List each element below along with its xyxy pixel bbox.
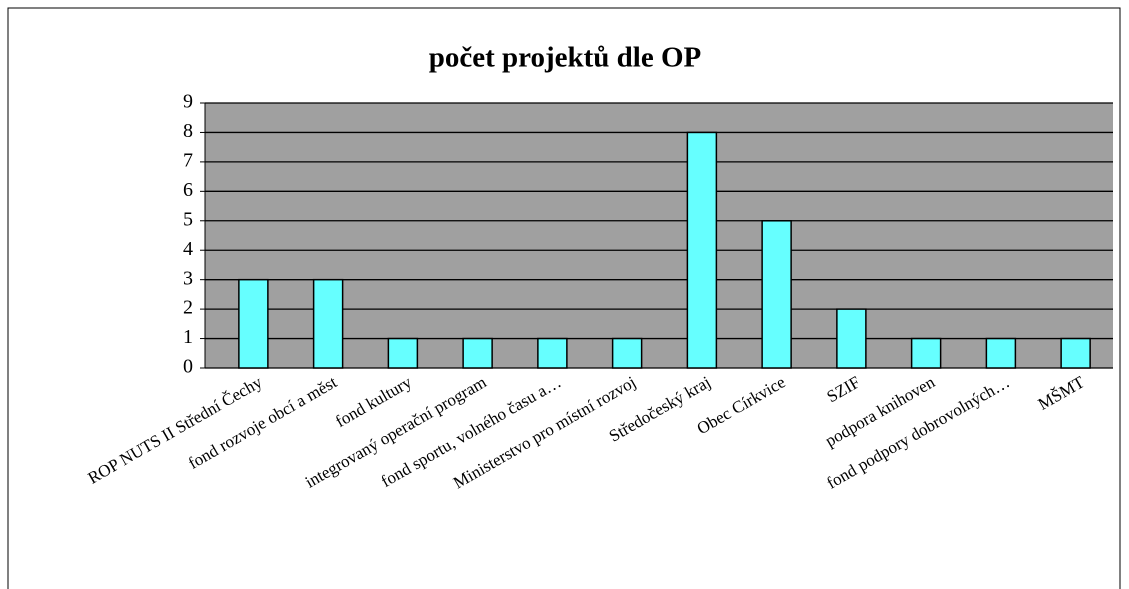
bar xyxy=(836,308,867,369)
bar xyxy=(985,337,1017,369)
bar xyxy=(910,337,942,369)
plot-area xyxy=(205,103,1113,368)
y-tick-label: 7 xyxy=(183,149,193,171)
y-tick-label: 6 xyxy=(183,179,193,201)
y-tick-label: 8 xyxy=(183,120,193,142)
y-tick-label: 3 xyxy=(183,267,193,289)
bar xyxy=(686,131,718,369)
chart-title: počet projektů dle OP xyxy=(429,42,702,74)
bar xyxy=(537,337,568,369)
chart-border xyxy=(7,7,1121,589)
bar xyxy=(761,220,792,369)
bar xyxy=(312,278,344,369)
bar xyxy=(387,337,419,369)
x-tick-label: MŠMT xyxy=(1035,372,1088,414)
x-tick-label: SZIF xyxy=(824,372,864,406)
bar xyxy=(1060,337,1091,369)
y-tick-label: 1 xyxy=(183,326,193,348)
y-tick-label: 4 xyxy=(183,238,193,260)
y-tick-label: 0 xyxy=(183,356,193,378)
y-tick-label: 9 xyxy=(183,91,193,113)
y-tick-label: 5 xyxy=(183,208,193,230)
y-tick-label: 2 xyxy=(183,297,193,319)
bar xyxy=(462,337,493,369)
bar xyxy=(611,337,643,369)
bar xyxy=(238,278,269,369)
